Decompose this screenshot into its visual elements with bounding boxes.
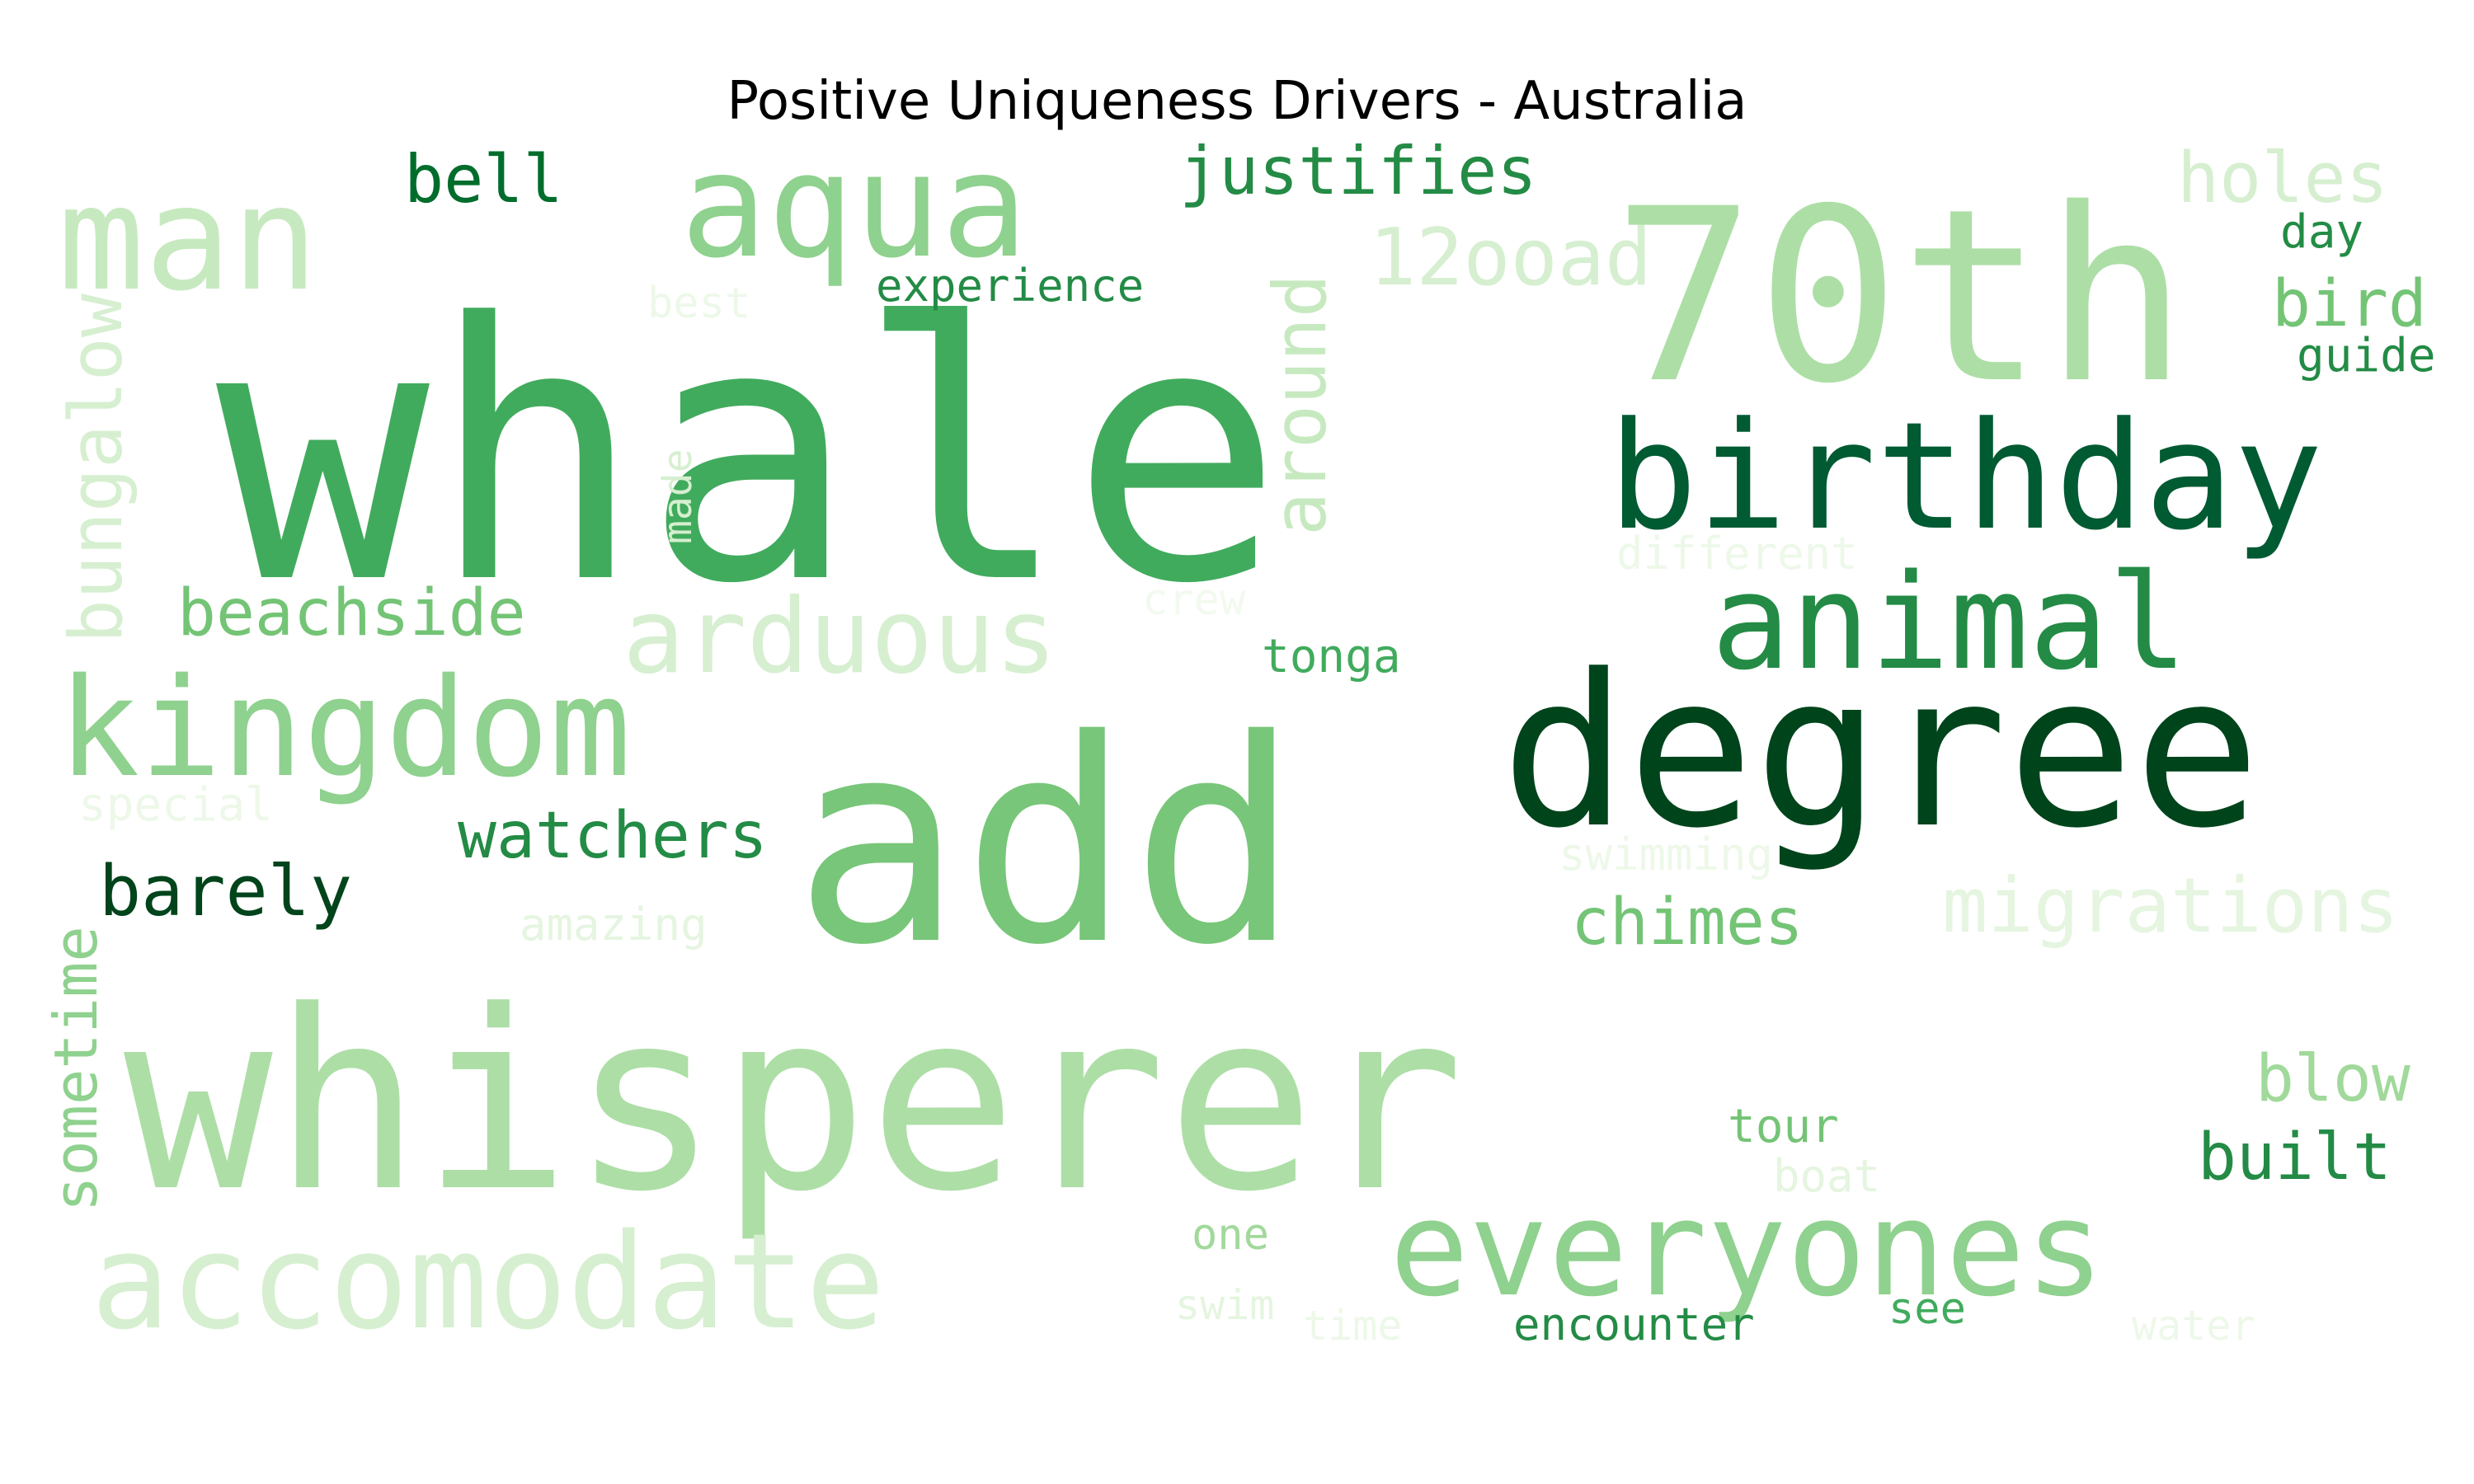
word-experience: experience [876, 260, 1144, 312]
word-guide: guide [2297, 329, 2436, 383]
word-different: different [1616, 528, 1858, 580]
word-swimming: swimming [1559, 829, 1773, 881]
word-around: around [1258, 274, 1343, 536]
word-boat: boat [1773, 1150, 1880, 1202]
word-animal: animal [1711, 545, 2188, 699]
chart-title: Positive Uniqueness Drivers - Australia [727, 71, 1747, 132]
word-see: see [1888, 1284, 1966, 1334]
word-blow: blow [2255, 1042, 2411, 1116]
word-tour: tour [1728, 1100, 1839, 1153]
word-sometime: sometime [41, 926, 111, 1212]
word-add: add [793, 680, 1300, 1007]
word-tonga: tonga [1262, 630, 1401, 683]
word-holes: holes [2177, 138, 2388, 219]
word-built: built [2198, 1120, 2392, 1195]
word-arduous: arduous [623, 577, 1057, 697]
word-aqua: aqua [680, 123, 1028, 290]
word-best: best [647, 279, 750, 328]
word-made: made [655, 448, 701, 544]
word-day: day [2280, 205, 2363, 259]
word-swim: swim [1175, 1281, 1274, 1329]
word-70th: 70th [1612, 158, 2188, 436]
word-degree: degree [1501, 630, 2260, 875]
word-migrations: migrations [1942, 862, 2399, 950]
word-encounter: encounter [1513, 1298, 1755, 1350]
word-watchers: watchers [458, 799, 768, 873]
word-man: man [58, 156, 318, 323]
word-beachside: beachside [177, 576, 526, 650]
word-chimes: chimes [1571, 885, 1804, 960]
word-bungalow: bungalow [54, 294, 139, 643]
word-bell: bell [404, 141, 563, 218]
word-everyones: everyones [1390, 1172, 2105, 1326]
word-birthday: birthday [1608, 391, 2323, 563]
word-barely: barely [99, 851, 352, 932]
word-water: water [2132, 1302, 2256, 1350]
word-one: one [1192, 1210, 1269, 1260]
word-accomodate: accomodate [91, 1205, 885, 1359]
word-justifies: justifies [1179, 133, 1536, 209]
word-bird: bird [2272, 267, 2427, 341]
word-amazing: amazing [520, 899, 708, 951]
word-12ooad: 12ooad [1369, 213, 1652, 303]
word-special: special [78, 778, 273, 832]
word-whisperer: whisperer [124, 958, 1465, 1246]
word-time: time [1303, 1302, 1402, 1350]
word-crew: crew [1142, 575, 1246, 625]
word-whale: whale [216, 249, 1283, 661]
word-kingdom: kingdom [58, 649, 631, 807]
